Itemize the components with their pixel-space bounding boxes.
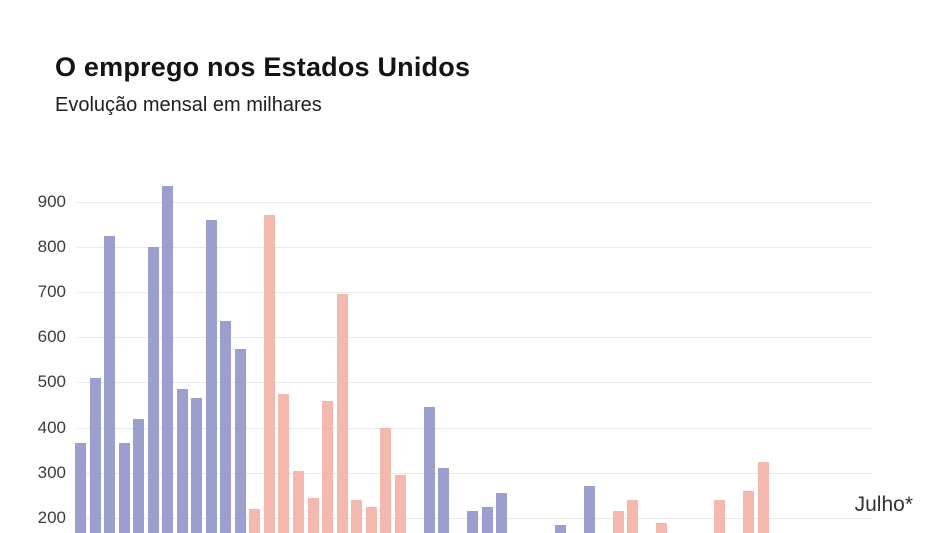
bar-month-2: [89, 377, 101, 533]
page-subtitle: Evolução mensal em milhares: [55, 94, 322, 116]
bar-month-25: [423, 407, 435, 533]
bar-month-3: [104, 235, 116, 533]
bar-month-47: [743, 490, 755, 533]
bar-month-6: [147, 246, 159, 533]
bar-month-20: [351, 499, 363, 533]
bar-month-36: [583, 486, 595, 533]
bar-month-18: [322, 400, 333, 533]
bar-month-21: [365, 506, 377, 533]
gridline-900: [77, 201, 872, 203]
gridline-600: [77, 337, 872, 339]
y-axis-tick-label-800: 800: [37, 236, 66, 256]
bar-month-1: [75, 443, 86, 533]
y-axis-tick-label-200: 200: [37, 508, 66, 527]
bar-month-22: [380, 427, 392, 533]
y-axis-tick-label-600: 600: [37, 327, 66, 347]
bar-month-4: [118, 443, 130, 533]
bar-month-7: [162, 185, 174, 533]
bar-month-39: [627, 499, 639, 533]
bar-month-45: [714, 499, 726, 533]
bar-month-11: [220, 321, 232, 533]
y-axis-tick-label-500: 500: [37, 372, 66, 392]
gridline-500: [77, 382, 872, 384]
page-title: O emprego nos Estados Unidos: [55, 52, 471, 82]
bar-month-10: [205, 219, 217, 533]
bar-month-16: [292, 470, 304, 533]
bar-month-26: [438, 468, 450, 533]
y-axis-tick-label-300: 300: [37, 462, 66, 482]
bar-month-34: [554, 524, 566, 533]
bar-month-38: [612, 511, 624, 533]
bar-month-9: [191, 398, 203, 533]
y-axis-tick-label-700: 700: [37, 282, 66, 301]
bar-month-19: [336, 294, 348, 533]
bar-month-48: [757, 461, 769, 533]
gridline-300: [77, 472, 872, 474]
bar-month-15: [278, 393, 290, 533]
bar-month-12: [234, 348, 246, 533]
gridline-400: [77, 427, 872, 429]
bar-month-28: [467, 511, 479, 533]
bar-month-30: [496, 493, 508, 533]
last-bar-label: Julho*: [854, 493, 913, 516]
y-axis-tick-label-400: 400: [37, 417, 66, 437]
bar-month-23: [394, 475, 406, 533]
bar-month-41: [656, 522, 668, 533]
gridline-700: [77, 292, 872, 293]
bar-month-8: [176, 389, 188, 533]
y-axis-tick-label-900: 900: [37, 191, 66, 211]
bar-month-17: [307, 497, 319, 533]
bar-month-29: [481, 506, 493, 533]
gridline-800: [77, 246, 872, 248]
bar-month-13: [249, 509, 261, 533]
bar-month-5: [133, 418, 145, 533]
bar-month-14: [263, 215, 275, 533]
